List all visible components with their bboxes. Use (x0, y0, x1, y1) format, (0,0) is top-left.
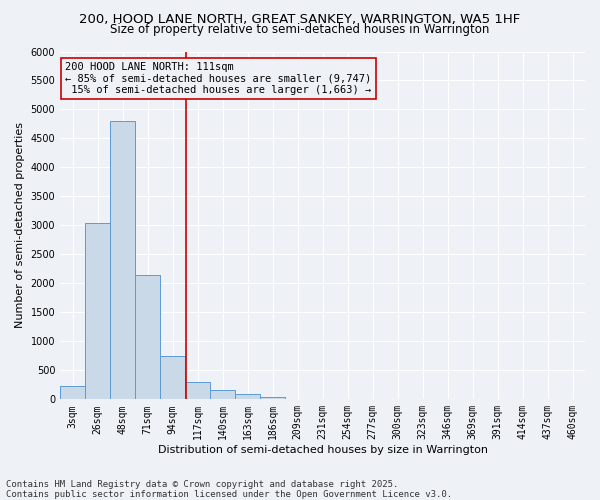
Bar (160, 356, 185, 400)
Bar (185, 382, 210, 400)
Text: Contains HM Land Registry data © Crown copyright and database right 2025.
Contai: Contains HM Land Registry data © Crown c… (6, 480, 452, 499)
Bar (110, 121, 135, 400)
Bar (285, 399, 310, 400)
Bar (60, 386, 85, 400)
Text: Size of property relative to semi-detached houses in Warrington: Size of property relative to semi-detach… (110, 22, 490, 36)
Bar (210, 390, 235, 400)
Bar (260, 397, 285, 400)
Bar (235, 394, 260, 400)
Y-axis label: Number of semi-detached properties: Number of semi-detached properties (15, 122, 25, 328)
X-axis label: Distribution of semi-detached houses by size in Warrington: Distribution of semi-detached houses by … (158, 445, 488, 455)
Text: 200, HOOD LANE NORTH, GREAT SANKEY, WARRINGTON, WA5 1HF: 200, HOOD LANE NORTH, GREAT SANKEY, WARR… (79, 12, 521, 26)
Bar (135, 274, 160, 400)
Text: 200 HOOD LANE NORTH: 111sqm
← 85% of semi-detached houses are smaller (9,747)
 1: 200 HOOD LANE NORTH: 111sqm ← 85% of sem… (65, 62, 371, 95)
Bar (85, 222, 110, 400)
